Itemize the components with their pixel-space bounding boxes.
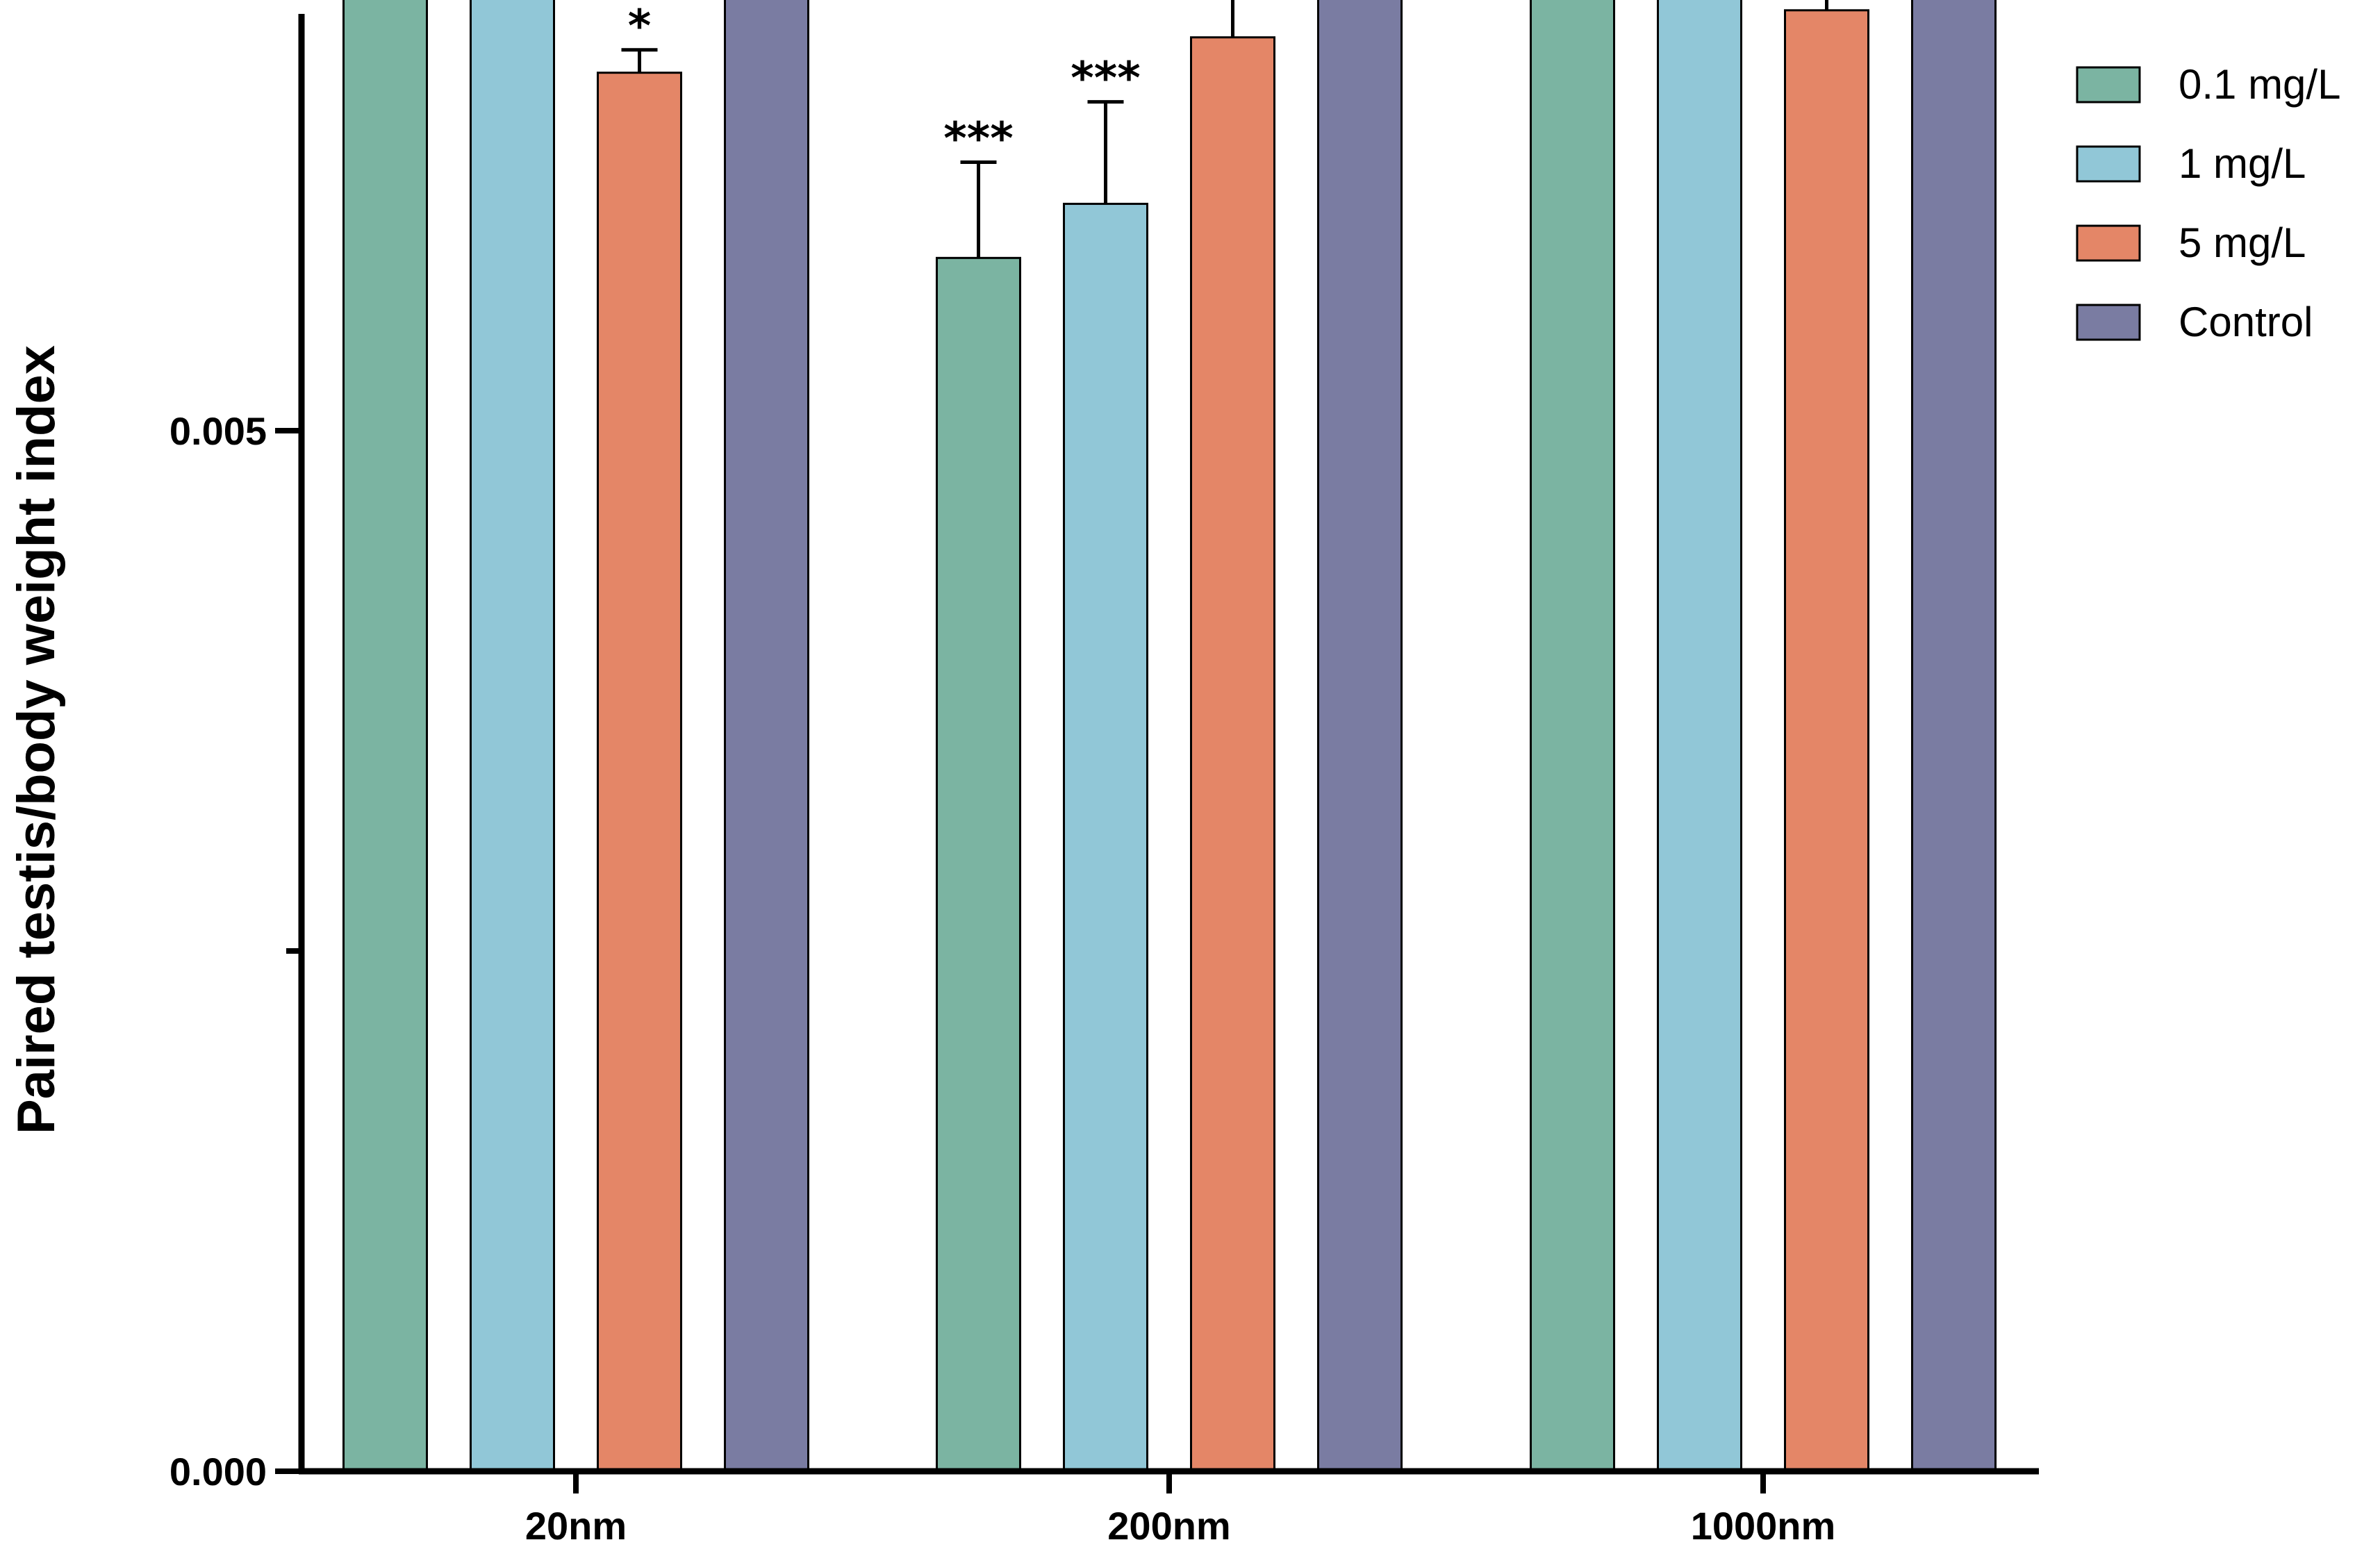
bar-control-1000nm: [1911, 0, 1997, 1473]
error-bars-layer: [621, 0, 1828, 258]
significance-marker: ***: [1071, 53, 1140, 105]
bar-0-1-mg-l-1000nm: [1530, 0, 1615, 1473]
bar-1-mg-l-200nm: [1063, 202, 1148, 1473]
legend-swatch: [2076, 304, 2141, 341]
legend-swatch: [2076, 145, 2141, 183]
significance-marker: ***: [943, 114, 1013, 165]
x-tick-label-20nm: 20nm: [525, 1504, 627, 1548]
x-tick-label-200nm: 200nm: [1107, 1504, 1230, 1548]
legend-label: Control: [2179, 299, 2313, 345]
bar-1-mg-l-20nm: [470, 0, 555, 1473]
x-tick-label-1000nm: 1000nm: [1691, 1504, 1836, 1548]
bar-5-mg-l-200nm: [1190, 36, 1275, 1473]
bar-0-1-mg-l-200nm: [936, 256, 1021, 1473]
y-tick-label: 0.005: [170, 409, 267, 453]
y-tick-label: 0.000: [170, 1450, 267, 1493]
bar-0-1-mg-l-20nm: [342, 0, 428, 1473]
legend-label: 5 mg/L: [2179, 220, 2306, 266]
bar-control-20nm: [724, 0, 809, 1473]
bar-control-200nm: [1317, 0, 1403, 1473]
bar-1-mg-l-1000nm: [1657, 0, 1742, 1473]
significance-marker: *: [628, 1, 651, 53]
bar-5-mg-l-1000nm: [1784, 9, 1869, 1473]
bars-layer: [342, 0, 1997, 1473]
y-axis-title: Paired testis/body weight index: [7, 345, 66, 1134]
significance-layer: ***********: [628, 1, 1141, 165]
legend-swatch: [2076, 66, 2141, 104]
legend-label: 1 mg/L: [2179, 140, 2306, 187]
legend-label: 0.1 mg/L: [2179, 61, 2340, 108]
legend: 0.1 mg/L 1 mg/L 5 mg/L Control: [2076, 61, 2340, 345]
legend-swatch: [2076, 224, 2141, 262]
bar-5-mg-l-20nm: [597, 72, 682, 1473]
